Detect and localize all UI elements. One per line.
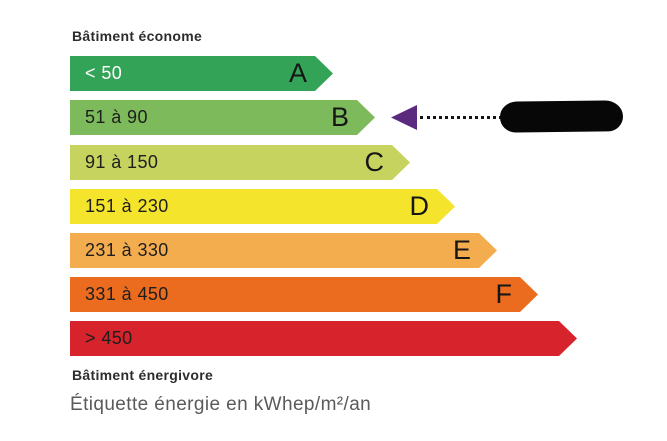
energy-bar-f: 331 à 450 F [70,277,538,312]
energy-bar-b: 51 à 90 B [70,100,375,135]
energy-bar-g: > 450 [70,321,577,356]
bar-class-letter: D [409,191,429,221]
class-pointer-arrow-icon [391,105,417,130]
energy-bar-e: 231 à 330 E [70,233,497,268]
chart-caption: Étiquette énergie en kWhep/m²/an [70,394,372,415]
bottom-label: Bâtiment énergivore [72,367,214,383]
bar-class-letter: B [330,102,349,132]
bar-range-label: 91 à 150 [85,152,159,172]
bar-range-label: > 450 [85,328,133,348]
redacted-value-blob [499,100,624,133]
bar-range-label: 231 à 330 [85,240,169,260]
bar-range-label: < 50 [85,63,123,83]
bar-class-letter: F [495,279,512,309]
energy-bar-c: 91 à 150 C [70,145,410,180]
bar-class-letter: C [364,147,384,177]
bar-range-label: 51 à 90 [85,107,148,127]
energy-bar-a: < 50 A [70,56,333,91]
energy-bar-d: 151 à 230 D [70,189,455,224]
bar-class-letter: A [288,58,307,88]
dotted-connector [420,116,502,119]
bar-range-label: 151 à 230 [85,196,169,216]
bar-class-letter: E [452,235,471,265]
top-label: Bâtiment économe [72,28,203,44]
bar-range-label: 331 à 450 [85,284,169,304]
